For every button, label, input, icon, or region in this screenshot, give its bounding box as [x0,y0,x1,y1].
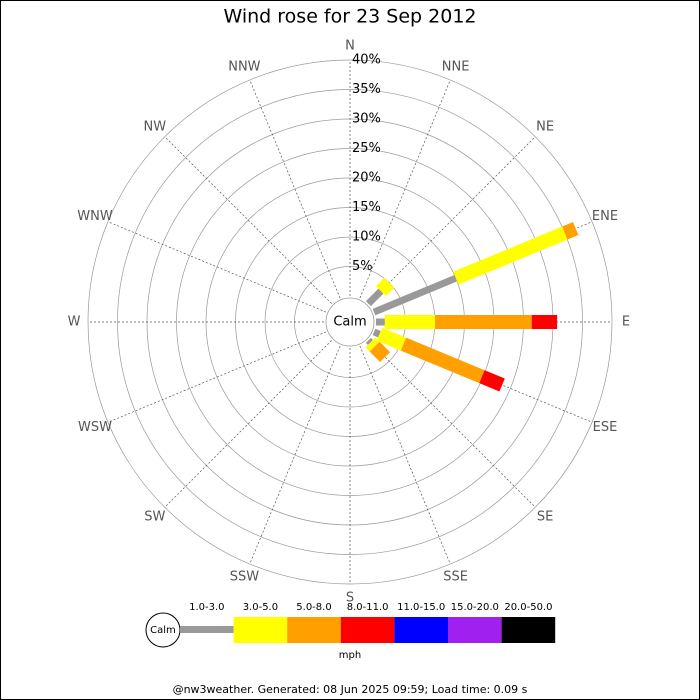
r-tick-label: 10% [352,230,381,245]
direction-label: NNE [442,60,470,75]
direction-label: WNW [77,209,113,224]
legend-swatch [340,617,395,643]
direction-label: NNW [228,60,260,75]
spoke [107,221,327,313]
direction-label: WSW [78,420,112,435]
footer: @nw3weather. Generated: 08 Jun 2025 09:5… [173,683,528,696]
direction-label: E [622,315,630,330]
legend-swatch [448,617,502,643]
bar-segment [365,337,373,345]
spoke [359,79,451,299]
bar-segment [365,288,384,307]
legend-label: 1.0-3.0 [189,602,224,613]
spoke [368,340,536,508]
r-tick-label: 5% [352,259,373,274]
bar-segment [375,277,395,297]
direction-label: W [68,315,81,330]
direction-label: SE [537,510,553,525]
legend-calm-label: Calm [150,625,176,636]
bar-segment [400,337,485,384]
direction-label: SW [144,510,165,525]
r-tick-label: 15% [352,200,381,215]
direction-label: NW [144,119,167,134]
spoke [249,345,341,565]
r-tick-label: 35% [352,82,381,97]
direction-label: ESE [593,420,618,435]
calm-circle [325,297,375,347]
spoke [164,136,332,304]
spoke [249,79,341,299]
bar-segment [479,370,505,392]
legend-unit: mph [339,650,361,661]
legend-label: 15.0-20.0 [451,602,499,613]
direction-label: SSE [443,569,468,584]
direction-label: S [346,591,354,606]
r-tick-label: 20% [352,171,381,186]
legend-swatch [394,617,448,643]
grid-ring [87,59,613,585]
legend-label: 5.0-8.0 [296,602,331,613]
legend-label: 11.0-15.0 [397,602,445,613]
legend-label: 8.0-11.0 [347,602,389,613]
legend-swatch [287,617,341,643]
legend-swatch [501,617,556,643]
direction-label: N [345,39,355,54]
calm-label: Calm [333,315,366,330]
legend-label: 20.0-50.0 [504,602,552,613]
bar-segment [562,222,579,240]
r-tick-label: 40% [352,53,381,68]
spoke [164,340,332,508]
direction-label: SSW [230,569,260,584]
spoke [368,136,536,304]
bar-segment [376,327,407,351]
spoke [359,345,451,565]
chart-title: Wind rose for 23 Sep 2012 [223,6,476,28]
r-tick-label: 25% [352,141,381,156]
r-tick-label: 30% [352,112,381,127]
spoke [107,331,327,423]
bar-segment [372,274,458,316]
direction-label: NE [536,119,554,134]
bar-segment [369,341,391,363]
legend-swatch [233,617,288,643]
legend-swatch [180,626,234,633]
bar-segment [372,328,381,338]
legend-label: 3.0-5.0 [243,602,278,613]
bar-segment [365,337,380,352]
bar-segment [453,226,568,285]
direction-label: ENE [592,209,618,224]
grid-ring [117,89,583,555]
